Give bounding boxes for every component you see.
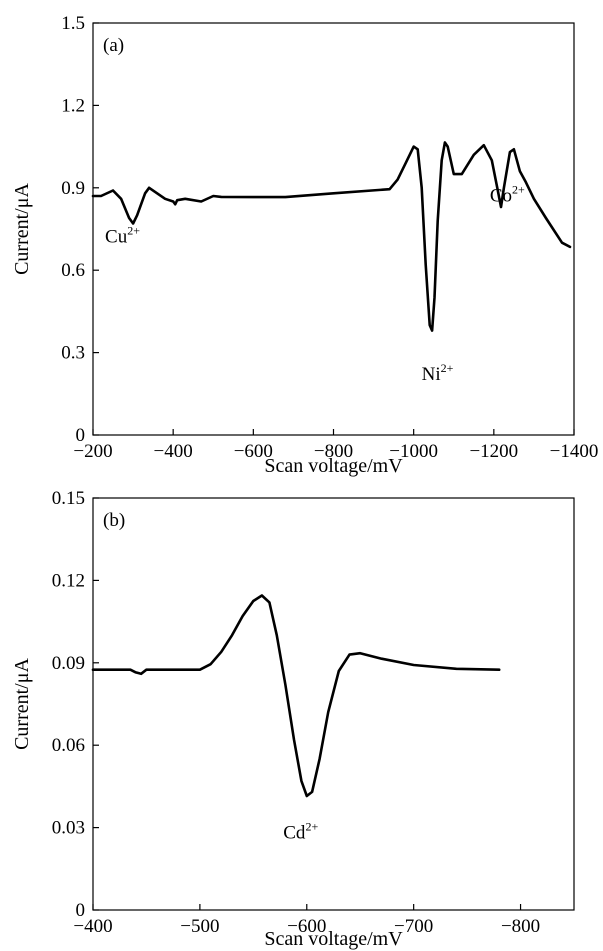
y-tick-label: 0.15 [52, 488, 85, 509]
x-tick-label: −800 [501, 916, 540, 937]
panel-label: (b) [103, 510, 125, 531]
peak-annotation-charge: 2+ [127, 224, 140, 238]
x-tick-label: −400 [73, 916, 112, 937]
y-tick-label: 0.9 [61, 178, 85, 199]
x-tick-label: −200 [73, 441, 112, 462]
y-tick-label: 0.03 [52, 818, 85, 839]
y-tick-label: 1.5 [61, 13, 85, 34]
x-tick-label: −1000 [389, 441, 438, 462]
x-tick-label: −600 [287, 916, 326, 937]
y-tick-label: 1.2 [61, 95, 85, 116]
peak-annotation: Co2+ [490, 183, 525, 207]
peak-annotation-text: Cu [105, 227, 128, 248]
x-tick-label: −600 [234, 441, 273, 462]
x-tick-label: −1200 [469, 441, 518, 462]
series-line [91, 141, 572, 332]
y-tick-label: 0 [76, 425, 86, 446]
x-axis-title: Scan voltage/mV [264, 928, 403, 950]
peak-annotation: Ni2+ [422, 361, 454, 385]
x-tick-label: −700 [394, 916, 433, 937]
series-line [91, 594, 501, 798]
y-tick-label: 0 [76, 900, 86, 921]
chart-panel-b: −400 −500 −600 −700 −800 0 0.03 0.06 0.09 0.12 0.1… [11, 488, 575, 950]
peak-annotation-charge: 2+ [512, 183, 525, 197]
panel-label: (a) [103, 35, 124, 56]
chart-panel-a: −200 −400 −600 −800 −1000 −1200 −1400 0 0.3 0.6 0.… [11, 13, 598, 477]
y-tick-label: 0.06 [52, 735, 85, 756]
y-tick-label: 0.3 [61, 343, 85, 364]
peak-annotation: Cd2+ [283, 820, 318, 844]
x-tick-label: −500 [180, 916, 219, 937]
y-tick-label: 0.6 [61, 260, 85, 281]
y-tick-label: 0.12 [52, 570, 85, 591]
peak-annotation-charge: 2+ [305, 820, 318, 834]
peak-annotation-text: Co [490, 186, 512, 207]
y-axis-title: Current/μA [11, 658, 33, 750]
y-tick-label: 0.09 [52, 653, 85, 674]
peak-annotation-charge: 2+ [441, 361, 454, 375]
x-tick-label: −1400 [550, 441, 599, 462]
peak-annotation: Cu2+ [105, 224, 140, 248]
x-tick-label: −800 [314, 441, 353, 462]
plot-frame [92, 22, 575, 436]
peak-annotation-text: Cd [283, 823, 306, 844]
peak-annotation-text: Ni [422, 364, 441, 385]
x-tick-label: −400 [154, 441, 193, 462]
plot-frame [92, 497, 575, 911]
x-axis-title: Scan voltage/mV [264, 455, 403, 477]
y-axis-title: Current/μA [11, 183, 33, 275]
